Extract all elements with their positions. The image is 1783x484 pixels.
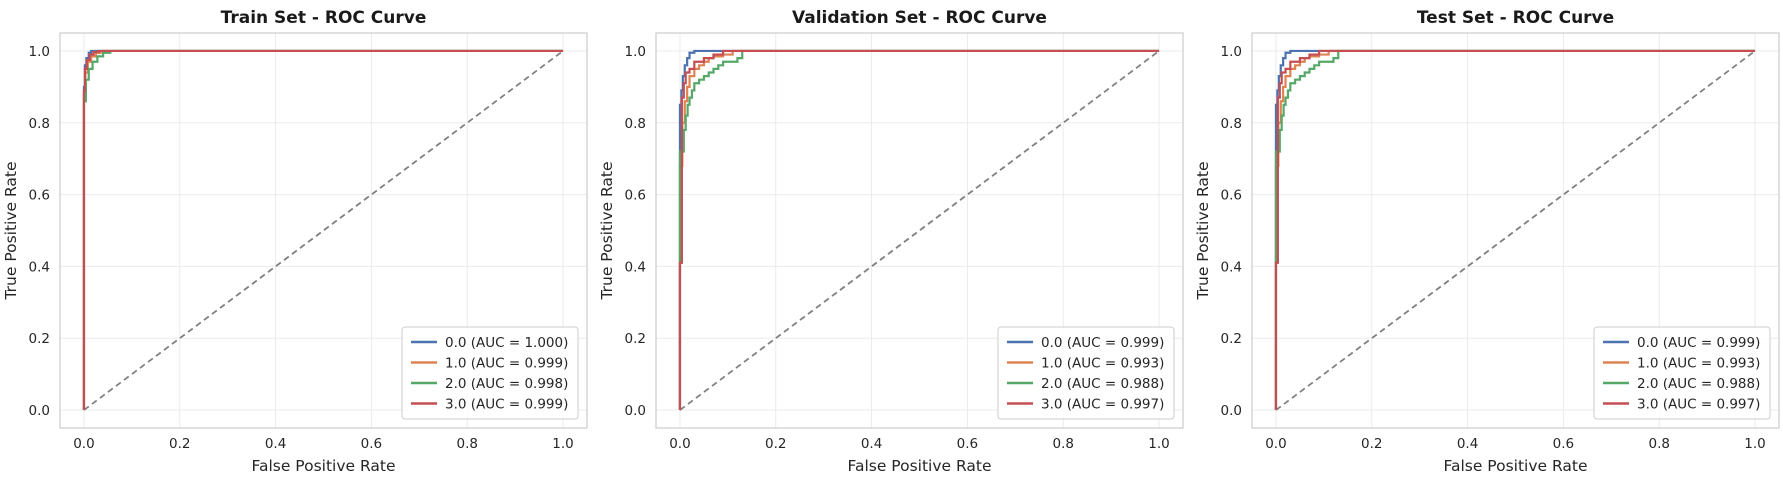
chart-title: Test Set - ROC Curve bbox=[1417, 8, 1614, 28]
x-tick-label: 0.4 bbox=[265, 436, 286, 452]
x-tick-label: 0.4 bbox=[1457, 436, 1478, 452]
x-tick-label: 0.0 bbox=[669, 436, 690, 452]
legend-entry-label: 3.0 (AUC = 0.997) bbox=[1637, 397, 1760, 413]
y-tick-label: 0.8 bbox=[29, 116, 50, 132]
legend-entry-label: 1.0 (AUC = 0.993) bbox=[1041, 356, 1164, 372]
axes-frame bbox=[655, 32, 1184, 429]
y-tick-label: 0.4 bbox=[625, 259, 646, 275]
x-tick-label: 0.2 bbox=[765, 436, 786, 452]
roc-curve-series-2 bbox=[1274, 49, 1756, 411]
roc-curve-series-2 bbox=[82, 49, 564, 411]
y-tick-label: 0.0 bbox=[625, 403, 646, 419]
x-tick-label: 0.8 bbox=[456, 436, 477, 452]
chart-title: Validation Set - ROC Curve bbox=[792, 8, 1047, 28]
roc-panel-2: 0.0 0.2 0.4 0.6 0.8 1.0 0.0 0.2 0.4 0.6 0.8 1.0 Test… bbox=[1194, 8, 1780, 475]
y-tick-label: 0.8 bbox=[625, 116, 646, 132]
x-tick-label: 0.8 bbox=[1052, 436, 1073, 452]
x-tick-label: 0.4 bbox=[861, 436, 882, 452]
roc-curve-series-3 bbox=[82, 49, 564, 411]
roc-curve-series-3 bbox=[678, 49, 1160, 411]
x-tick-label: 0.0 bbox=[1265, 436, 1286, 452]
x-tick-label: 0.2 bbox=[169, 436, 190, 452]
x-tick-label: 1.0 bbox=[1148, 436, 1169, 452]
legend-box bbox=[1593, 326, 1771, 420]
x-tick-label: 0.6 bbox=[1553, 436, 1574, 452]
legend: 0.0 (AUC = 1.000) 1.0 (AUC = 0.999) 2.0 (A… bbox=[401, 326, 579, 420]
legend-entry-label: 3.0 (AUC = 0.997) bbox=[1041, 397, 1164, 413]
roc-panel-1: 0.0 0.2 0.4 0.6 0.8 1.0 0.0 0.2 0.4 0.6 0.8 1.0 Vali… bbox=[598, 8, 1184, 475]
y-tick-label: 0.6 bbox=[1221, 188, 1242, 204]
x-tick-label: 0.2 bbox=[1361, 436, 1382, 452]
legend: 0.0 (AUC = 0.999) 1.0 (AUC = 0.993) 2.0 (A… bbox=[997, 326, 1175, 420]
y-tick-label: 0.0 bbox=[1221, 403, 1242, 419]
axes-frame bbox=[59, 32, 588, 429]
y-tick-label: 1.0 bbox=[625, 44, 646, 60]
legend-entry-label: 0.0 (AUC = 0.999) bbox=[1637, 335, 1760, 351]
chart-title: Train Set - ROC Curve bbox=[221, 8, 427, 28]
x-axis-label: False Positive Rate bbox=[1443, 457, 1587, 475]
legend-entry-label: 2.0 (AUC = 0.998) bbox=[445, 376, 568, 392]
legend-entry-label: 2.0 (AUC = 0.988) bbox=[1637, 376, 1760, 392]
y-tick-label: 0.6 bbox=[625, 188, 646, 204]
x-tick-label: 0.8 bbox=[1648, 436, 1669, 452]
legend-entry-label: 3.0 (AUC = 0.999) bbox=[445, 397, 568, 413]
x-tick-label: 0.0 bbox=[73, 436, 94, 452]
roc-panel-0: 0.0 0.2 0.4 0.6 0.8 1.0 0.0 0.2 0.4 0.6 0.8 1.0 Trai… bbox=[2, 8, 588, 475]
legend-entry-label: 0.0 (AUC = 1.000) bbox=[445, 335, 568, 351]
legend-entry-label: 0.0 (AUC = 0.999) bbox=[1041, 335, 1164, 351]
x-tick-label: 0.6 bbox=[361, 436, 382, 452]
y-axis-label: True Positive Rate bbox=[2, 161, 20, 300]
x-tick-label: 1.0 bbox=[552, 436, 573, 452]
axes-frame bbox=[1251, 32, 1780, 429]
y-tick-label: 0.4 bbox=[29, 259, 50, 275]
y-tick-label: 0.8 bbox=[1221, 116, 1242, 132]
y-tick-label: 0.6 bbox=[29, 188, 50, 204]
y-tick-label: 0.0 bbox=[29, 403, 50, 419]
y-axis-label: True Positive Rate bbox=[598, 161, 616, 300]
legend-entry-label: 1.0 (AUC = 0.993) bbox=[1637, 356, 1760, 372]
roc-curve-series-3 bbox=[1274, 49, 1756, 411]
x-axis-label: False Positive Rate bbox=[251, 457, 395, 475]
x-tick-label: 0.6 bbox=[957, 436, 978, 452]
y-axis-label: True Positive Rate bbox=[1194, 161, 1212, 300]
legend-entry-label: 2.0 (AUC = 0.988) bbox=[1041, 376, 1164, 392]
x-tick-label: 1.0 bbox=[1744, 436, 1765, 452]
legend-box bbox=[401, 326, 579, 420]
x-axis-label: False Positive Rate bbox=[847, 457, 991, 475]
y-tick-label: 1.0 bbox=[1221, 44, 1242, 60]
y-tick-label: 0.2 bbox=[625, 331, 646, 347]
y-tick-label: 1.0 bbox=[29, 44, 50, 60]
legend-box bbox=[997, 326, 1175, 420]
roc-curve-series-2 bbox=[678, 49, 1160, 411]
y-tick-label: 0.2 bbox=[1221, 331, 1242, 347]
y-tick-label: 0.4 bbox=[1221, 259, 1242, 275]
legend-entry-label: 1.0 (AUC = 0.999) bbox=[445, 356, 568, 372]
legend: 0.0 (AUC = 0.999) 1.0 (AUC = 0.993) 2.0 (A… bbox=[1593, 326, 1771, 420]
y-tick-label: 0.2 bbox=[29, 331, 50, 347]
